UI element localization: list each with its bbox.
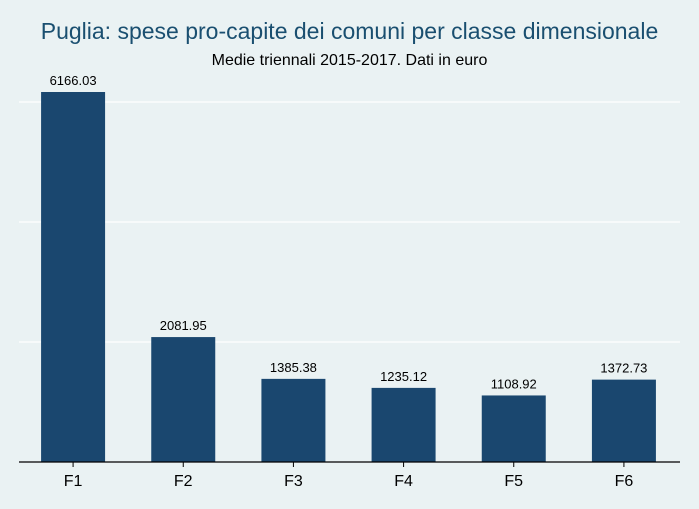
- data-label-f6: 1372.73: [600, 361, 647, 376]
- chart-title: Puglia: spese pro-capite dei comuni per …: [40, 18, 659, 44]
- bar-f1: [41, 92, 106, 462]
- data-label-f5: 1108.92: [491, 376, 537, 391]
- x-tick-label-f5: F5: [504, 473, 523, 490]
- x-tick-label-f6: F6: [615, 473, 634, 490]
- data-label-f1: 6166.03: [50, 73, 97, 88]
- data-label-f4: 1235.12: [380, 369, 427, 384]
- data-label-f2: 2081.95: [160, 318, 207, 333]
- x-tick-label-f3: F3: [284, 473, 303, 490]
- bar-f5: [481, 395, 546, 462]
- bar-f6: [591, 379, 656, 462]
- data-label-f3: 1385.38: [270, 360, 317, 375]
- chart-subtitle: Medie triennali 2015-2017. Dati in euro: [211, 52, 488, 69]
- plot-area: [19, 73, 680, 462]
- x-tick-label-f4: F4: [394, 473, 413, 490]
- x-tick-label-f1: F1: [64, 473, 83, 490]
- bar-f4: [371, 387, 436, 462]
- bar-f2: [151, 337, 216, 462]
- bar-f3: [261, 378, 326, 462]
- x-tick-label-f2: F2: [174, 473, 193, 490]
